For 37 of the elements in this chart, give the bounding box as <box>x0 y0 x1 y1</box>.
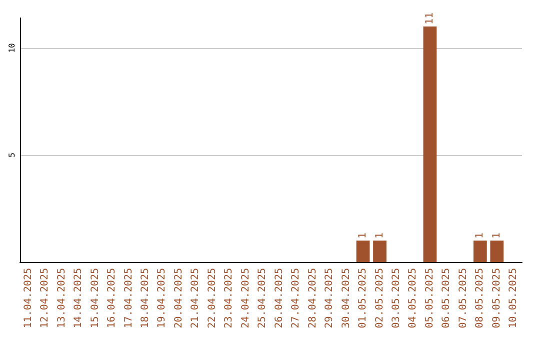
x-tick-label: 08.05.2025 <box>474 268 486 328</box>
x-tick-label: 27.04.2025 <box>290 268 302 328</box>
data-label: 1 <box>358 232 369 239</box>
x-tick-label: 16.04.2025 <box>106 268 118 328</box>
x-tick-label: 30.04.2025 <box>340 268 352 328</box>
x-tick-label: 12.04.2025 <box>40 268 51 328</box>
data-label: 1 <box>474 232 486 239</box>
x-tick-label: 15.04.2025 <box>90 268 101 328</box>
x-tick-label: 06.05.2025 <box>441 268 452 328</box>
x-tick-label: 10.05.2025 <box>508 268 520 328</box>
x-tick-label: 20.04.2025 <box>173 268 184 328</box>
x-tick-label: 04.05.2025 <box>408 268 419 328</box>
x-tick-label: 22.04.2025 <box>206 268 218 328</box>
x-tick-label: 02.05.2025 <box>374 268 386 328</box>
x-tick-label: 07.05.2025 <box>458 268 469 328</box>
y-tick-label: 10 <box>8 42 16 53</box>
x-tick-label: 03.05.2025 <box>391 268 402 328</box>
x-tick-label: 13.04.2025 <box>56 268 68 328</box>
x-tick-label: 17.04.2025 <box>123 268 134 328</box>
x-tick-label: 21.04.2025 <box>190 268 202 328</box>
y-tick-label: 5 <box>8 152 16 158</box>
data-label: 1 <box>374 232 386 239</box>
x-tick-label: 23.04.2025 <box>224 268 235 328</box>
x-tick-label: 19.04.2025 <box>156 268 168 328</box>
x-tick-label: 24.04.2025 <box>240 268 252 328</box>
x-tick-label: 11.04.2025 <box>22 268 34 328</box>
x-tick-label: 25.04.2025 <box>257 268 268 328</box>
x-tick-label: 26.04.2025 <box>274 268 285 328</box>
x-tick-label: 28.04.2025 <box>307 268 318 328</box>
x-tick-label: 29.04.2025 <box>324 268 336 328</box>
x-tick-label: 01.05.2025 <box>358 268 369 328</box>
data-label: 11 <box>424 12 436 25</box>
x-tick-label: 09.05.2025 <box>491 268 502 328</box>
x-tick-label: 18.04.2025 <box>140 268 151 328</box>
x-tick-label: 14.04.2025 <box>73 268 84 328</box>
x-tick-label: 05.05.2025 <box>424 268 436 328</box>
data-label: 1 <box>491 232 502 239</box>
